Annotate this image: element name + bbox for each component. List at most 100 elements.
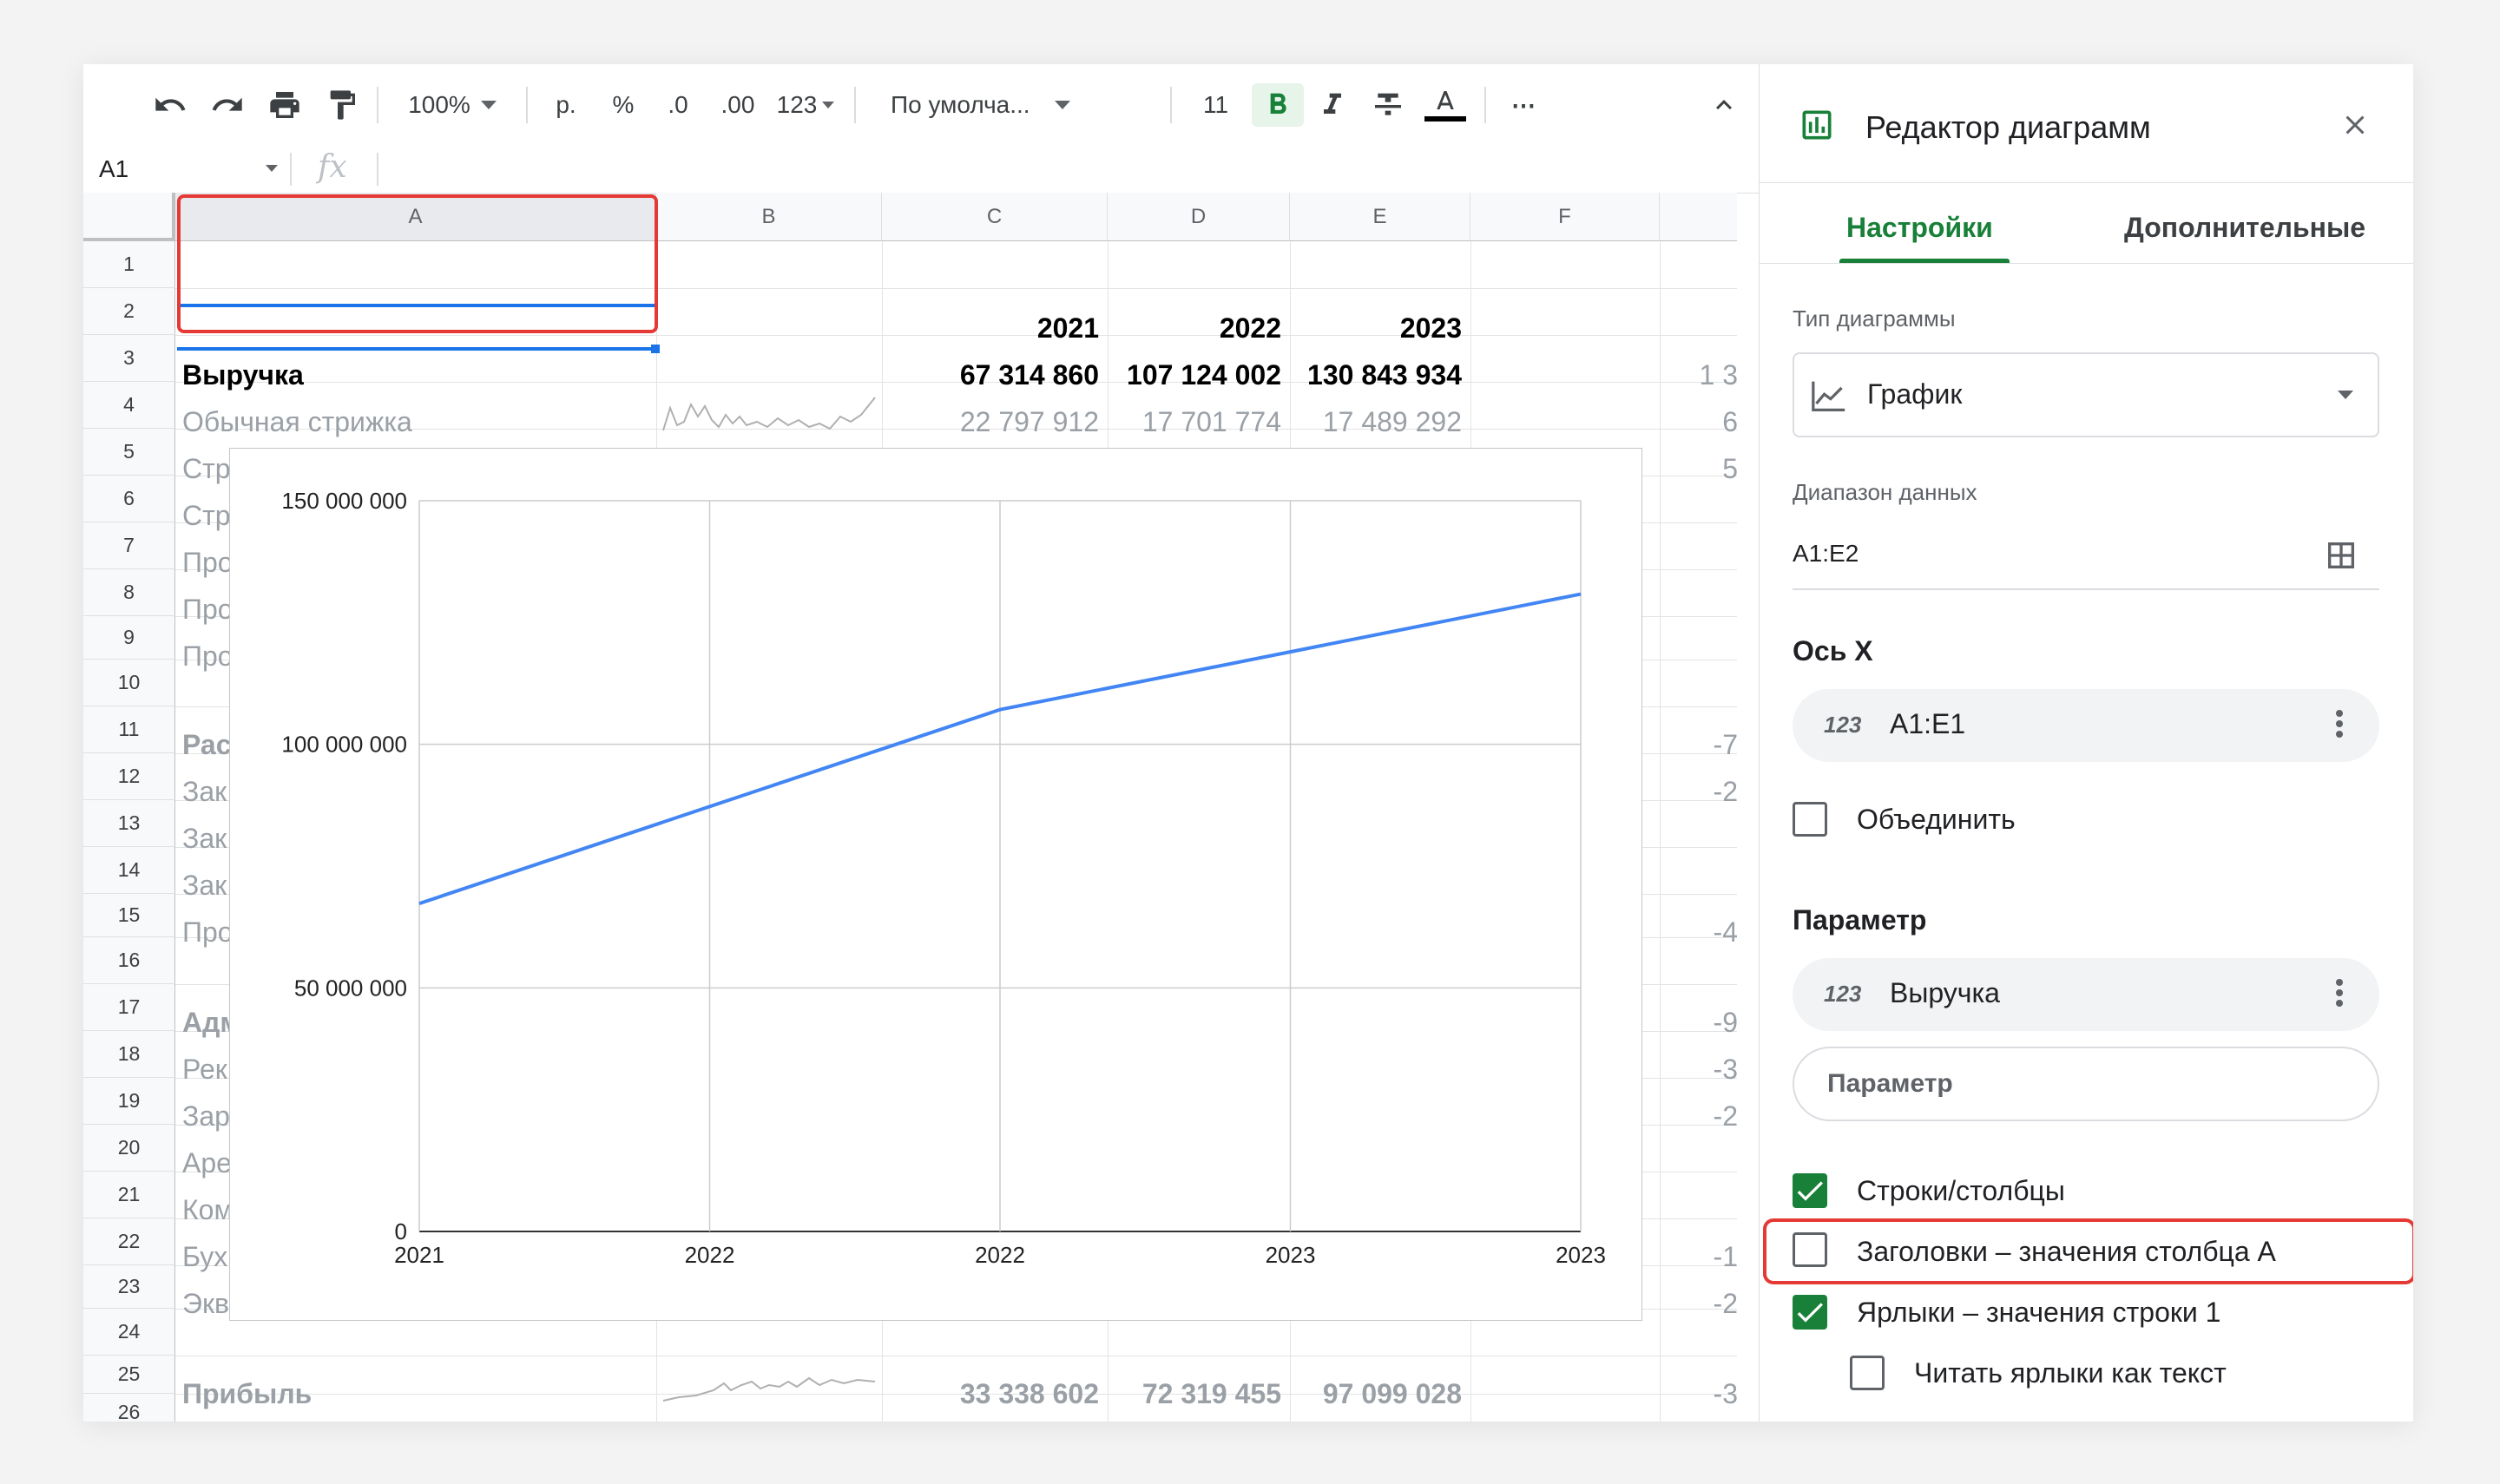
column-header-f[interactable]: F [1470,193,1660,241]
rows-cols-checkbox[interactable] [1793,1173,1827,1208]
more-vert-icon[interactable] [2331,706,2348,741]
cell-a6[interactable]: Про [182,547,234,578]
row-header[interactable]: 13 [83,800,175,847]
data-range-input[interactable]: A1:E2 [1793,540,1859,567]
column-header-d[interactable]: D [1108,193,1290,241]
paint-format-icon[interactable] [323,83,361,127]
row-header[interactable]: 5 [83,429,175,476]
formula-input[interactable] [396,154,1698,186]
cell-g17[interactable]: -3 [1713,1054,1737,1085]
cell-a22[interactable]: Экв [182,1288,229,1319]
number-format-select[interactable]: 123 [773,83,839,127]
cell-g3[interactable]: 6 [1722,406,1737,437]
italic-icon[interactable] [1311,83,1354,127]
row-header[interactable]: 7 [83,522,175,569]
chart-type-select[interactable]: График [1793,352,2379,437]
cell-g11[interactable]: -2 [1713,776,1737,807]
zoom-select[interactable]: 100% [396,83,509,127]
row-header[interactable]: 17 [83,984,175,1031]
currency-format-button[interactable]: р. [547,83,585,127]
cell-a17[interactable]: Рек [182,1054,227,1085]
labels-checkbox[interactable] [1793,1295,1827,1330]
row-header[interactable]: 23 [83,1265,175,1309]
cell-a2[interactable]: Выручка [182,359,304,391]
row-header[interactable]: 21 [83,1172,175,1218]
more-vert-icon[interactable] [2331,975,2348,1010]
row-header[interactable]: 10 [83,660,175,706]
cell-g22[interactable]: -2 [1713,1288,1737,1319]
cell-a24[interactable]: Прибыль [182,1378,312,1409]
cell-d24[interactable]: 72 319 455 [1141,1378,1281,1409]
strikethrough-icon[interactable] [1366,83,1410,127]
cell-e1[interactable]: 2023 [1399,312,1462,344]
cell-a14[interactable]: Про [182,916,234,948]
decrease-decimals-button[interactable]: .0 [656,83,700,127]
row-header[interactable]: 20 [83,1125,175,1172]
cell-g2[interactable]: 1 3 [1699,359,1737,391]
cell-d3[interactable]: 17 701 774 [1141,406,1281,437]
cell-a3[interactable]: Обычная стрижка [182,406,412,437]
cell-a18[interactable]: Зар [182,1100,230,1132]
row-header[interactable]: 6 [83,476,175,522]
row-header[interactable]: 16 [83,937,175,984]
cell-c24[interactable]: 33 338 602 [959,1378,1099,1409]
row-header[interactable]: 19 [83,1078,175,1125]
cell-c2[interactable]: 67 314 860 [959,359,1099,391]
cell-a11[interactable]: Зак [182,776,227,807]
cell-c3[interactable]: 22 797 912 [959,406,1099,437]
cell-a13[interactable]: Зак [182,870,227,901]
percent-format-button[interactable]: % [604,83,642,127]
cell-a4[interactable]: Стр [182,453,231,484]
column-header-b[interactable]: B [656,193,882,241]
row-header[interactable]: 4 [83,382,175,429]
cell-a10[interactable]: Рас [182,729,232,760]
text-color-icon[interactable] [1422,83,1469,127]
row-header[interactable]: 12 [83,753,175,800]
row-header[interactable]: 3 [83,335,175,382]
cell-g10[interactable]: -7 [1713,729,1737,760]
row-header[interactable]: 1 [83,241,175,288]
increase-decimals-button[interactable]: .00 [712,83,764,127]
cell-a8[interactable]: Про [182,640,234,672]
cell-g21[interactable]: -1 [1713,1241,1737,1272]
headers-checkbox[interactable] [1793,1232,1827,1267]
cell-e3[interactable]: 17 489 292 [1322,406,1462,437]
x-axis-chip[interactable]: 123 A1:E1 [1793,689,2379,762]
row-header[interactable]: 15 [83,894,175,937]
grid-select-icon[interactable] [2324,538,2359,573]
column-header-c[interactable]: C [882,193,1108,241]
font-family-select[interactable]: По умолча... [873,83,1160,127]
select-all-corner[interactable] [83,193,175,241]
row-header[interactable]: 18 [83,1031,175,1078]
row-header[interactable]: 11 [83,706,175,753]
merge-checkbox[interactable] [1793,802,1827,837]
series-chip[interactable]: 123 Выручка [1793,958,2379,1031]
collapse-icon[interactable] [1705,83,1743,127]
cell-d2[interactable]: 107 124 002 [1127,359,1281,391]
cell-d1[interactable]: 2022 [1219,312,1281,344]
tab-advanced[interactable]: Дополнительные [2124,212,2366,243]
cell-a19[interactable]: Аре [182,1147,232,1179]
row-header[interactable]: 8 [83,569,175,616]
name-box[interactable]: A1 [99,146,290,193]
cell-c1[interactable]: 2021 [1036,312,1099,344]
cell-g18[interactable]: -2 [1713,1100,1737,1132]
cell-a5[interactable]: Стр [182,500,231,531]
cell-a21[interactable]: Бух [182,1241,228,1272]
row-header[interactable]: 14 [83,847,175,894]
column-header-e[interactable]: E [1290,193,1470,241]
bold-icon[interactable] [1252,83,1304,127]
cell-g16[interactable]: -9 [1713,1007,1737,1038]
cell-e2[interactable]: 130 843 934 [1307,359,1462,391]
fill-handle[interactable] [651,345,660,353]
more-icon[interactable]: ⋯ [1502,83,1545,127]
cell-a12[interactable]: Зак [182,823,227,854]
cell-e24[interactable]: 97 099 028 [1322,1378,1462,1409]
redo-icon[interactable] [208,83,247,127]
cell-a7[interactable]: Про [182,594,234,625]
column-header-a[interactable]: A [175,193,656,241]
line-chart[interactable]: 150 000 000 100 000 000 50 000 000 0 2021 202… [229,448,1642,1321]
cell-g24[interactable]: -3 [1713,1378,1737,1409]
print-icon[interactable] [266,83,304,127]
row-header[interactable]: 9 [83,616,175,660]
